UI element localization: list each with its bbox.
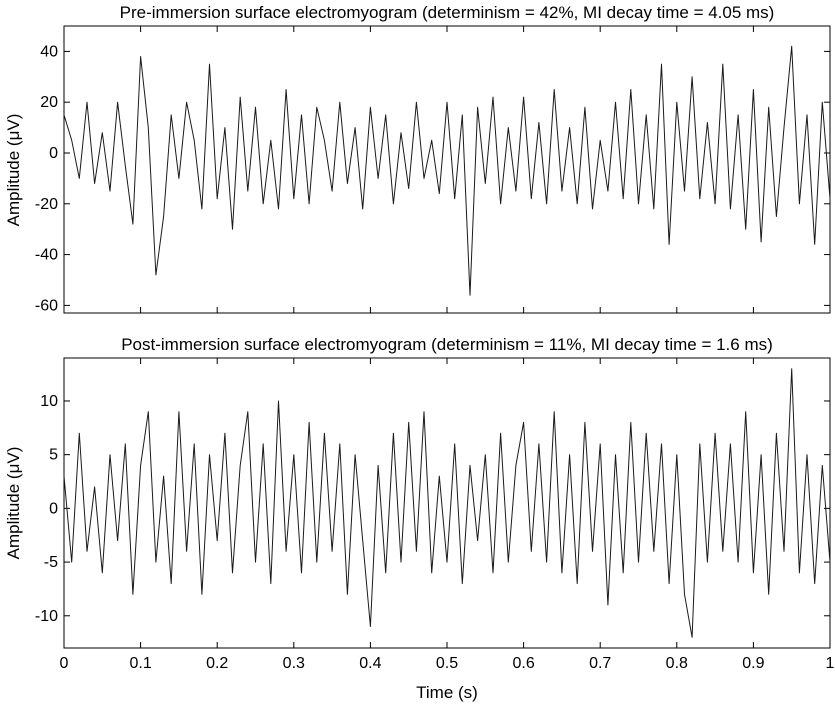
x-tick-label: 0.2 [206,655,228,672]
top-panel-title: Pre-immersion surface electromyogram (de… [120,3,775,22]
bottom-panel-title: Post-immersion surface electromyogram (d… [121,335,773,354]
y-tick-label: 40 [40,43,58,60]
top-axes-frame [63,25,831,314]
x-tick-label: 0.8 [666,655,688,672]
y-tick-label: -20 [35,196,58,213]
y-tick-label: -5 [44,554,58,571]
bottom-panel: Post-immersion surface electromyogram (d… [4,335,835,702]
post-immersion-emg-line [63,368,831,638]
top-ticks: -60 -40 -20 0 20 40 [35,26,831,314]
y-tick-label: -40 [35,247,58,264]
x-tick-label: 1 [826,655,835,672]
x-axis-label: Time (s) [416,683,478,702]
bottom-y-axis-label: Amplitude (μV) [4,447,23,560]
top-y-axis-label: Amplitude (μV) [4,114,23,227]
y-tick-label: 0 [49,145,58,162]
x-tick-label: 0.7 [589,655,611,672]
y-tick-label: 0 [49,500,58,517]
y-tick-label: 10 [40,393,58,410]
x-tick-label: 0.4 [359,655,381,672]
y-tick-label: 20 [40,94,58,111]
bottom-ticks: 0 0.1 0.2 0.3 0.4 0.5 0.6 0.7 0.8 0.9 1 -10 -5 0 5 10 [35,358,835,672]
x-tick-label: 0.5 [436,655,458,672]
x-tick-label: 0.1 [129,655,151,672]
bottom-axes-frame [63,357,831,649]
x-tick-label: 0.6 [512,655,534,672]
pre-immersion-emg-line [63,45,831,296]
y-tick-label: 5 [49,447,58,464]
y-tick-label: -60 [35,297,58,314]
x-tick-label: 0.3 [283,655,305,672]
top-panel: Pre-immersion surface electromyogram (de… [4,3,831,314]
y-tick-label: -10 [35,608,58,625]
x-tick-label: 0 [60,655,69,672]
x-tick-label: 0.9 [742,655,764,672]
